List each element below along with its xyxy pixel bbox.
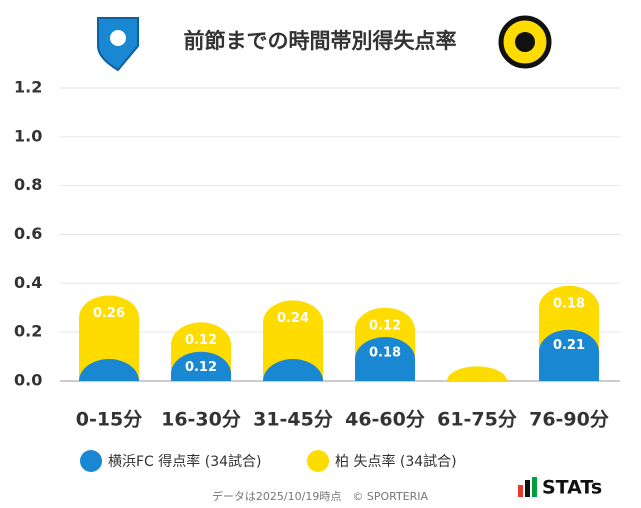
bar-segment bbox=[447, 366, 507, 381]
y-tick-label: 0.4 bbox=[14, 273, 42, 292]
x-tick-label: 76-90分 bbox=[529, 409, 609, 431]
x-tick-label: 61-75分 bbox=[437, 409, 517, 431]
chart-title: 前節までの時間帯別得失点率 bbox=[184, 29, 457, 53]
legend-label: 柏 失点率 (34試合) bbox=[335, 453, 457, 470]
bar-segment bbox=[263, 300, 323, 381]
bar-segment bbox=[171, 351, 232, 381]
data-label: 0.12 bbox=[369, 318, 401, 333]
y-tick-label: 1.0 bbox=[14, 126, 42, 145]
bar-segment bbox=[539, 329, 599, 381]
data-label: 0.18 bbox=[369, 346, 401, 361]
legend-swatch bbox=[80, 450, 102, 472]
legend-swatch bbox=[307, 450, 329, 472]
x-tick-label: 46-60分 bbox=[345, 409, 425, 431]
bar-segment bbox=[355, 337, 415, 381]
x-tick-label: 31-45分 bbox=[253, 409, 333, 431]
home-emblem bbox=[97, 17, 139, 72]
x-tick-label: 16-30分 bbox=[161, 409, 241, 431]
data-label: 0.18 bbox=[553, 296, 585, 311]
away-emblem bbox=[498, 15, 552, 69]
stats-logo: STATs bbox=[518, 477, 602, 499]
footnote: データは2025/10/19時点 © SPORTERIA bbox=[212, 489, 429, 503]
data-label: 0.21 bbox=[553, 338, 585, 353]
y-tick-label: 0.8 bbox=[14, 175, 42, 194]
y-tick-label: 0.6 bbox=[14, 224, 42, 243]
bar-segment bbox=[79, 359, 139, 381]
data-label: 0.12 bbox=[185, 333, 217, 348]
bar-segment bbox=[79, 295, 139, 381]
y-tick-label: 0.2 bbox=[14, 322, 42, 341]
data-label: 0.26 bbox=[93, 306, 125, 321]
y-tick-label: 1.2 bbox=[14, 78, 42, 97]
x-tick-label: 0-15分 bbox=[76, 409, 143, 431]
bar-segment bbox=[263, 359, 323, 381]
stats-logo-text: STATs bbox=[542, 477, 602, 499]
data-label: 0.12 bbox=[185, 360, 217, 375]
data-label: 0.24 bbox=[277, 311, 309, 326]
legend-label: 横浜FC 得点率 (34試合) bbox=[108, 453, 261, 470]
y-tick-label: 0.0 bbox=[14, 371, 42, 390]
